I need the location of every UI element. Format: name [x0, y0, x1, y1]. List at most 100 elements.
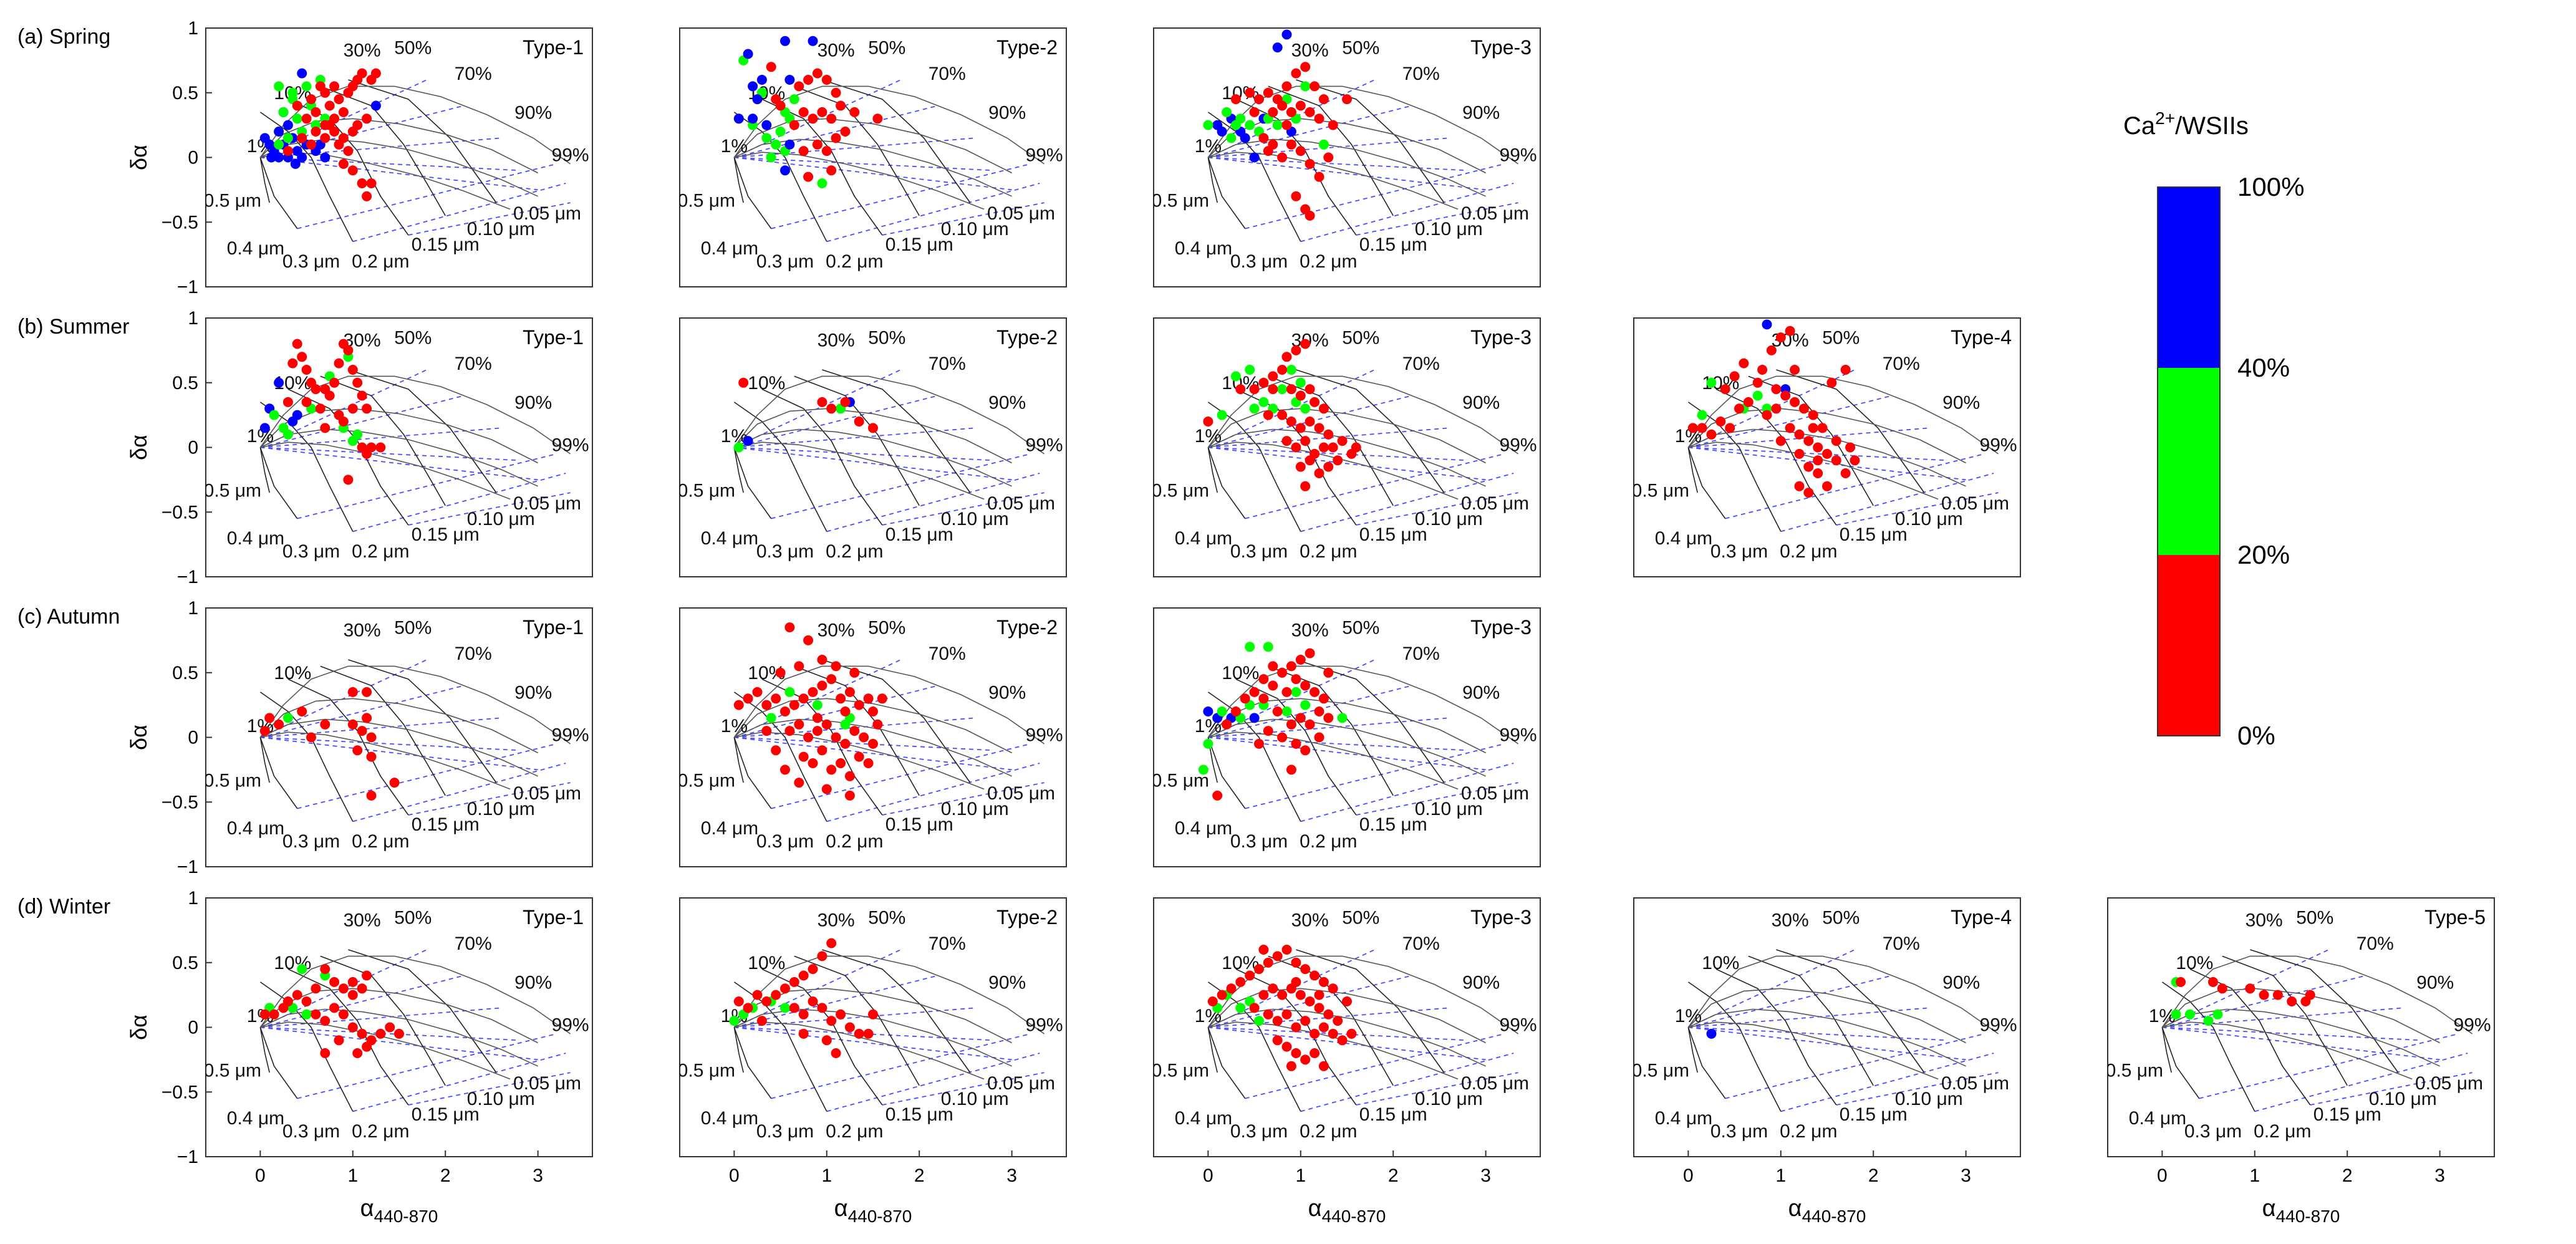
fine-fraction-curve [734, 441, 985, 500]
data-point [817, 1003, 827, 1013]
radius-label: 0.2 μm [1780, 1121, 1837, 1142]
data-point [1254, 738, 1264, 749]
colorbar-tick-label: 0% [2237, 721, 2275, 750]
fine-fraction-label: 99% [1500, 145, 1537, 166]
data-point [1272, 42, 1283, 53]
radius-dashed-line [1688, 1026, 1966, 1061]
fine-fraction-label: 70% [1883, 933, 1920, 954]
data-point [766, 152, 776, 163]
fine-fraction-label: 90% [514, 102, 552, 123]
x-axis-label-sub: 440-870 [848, 1207, 912, 1226]
radius-label: 0.3 μm [1230, 541, 1288, 562]
data-point [1790, 365, 1800, 375]
data-point [362, 403, 372, 414]
data-point [1305, 719, 1315, 730]
fine-fraction-label: 10% [748, 953, 785, 973]
data-point [748, 81, 758, 92]
data-point [301, 365, 312, 375]
data-point [1295, 713, 1306, 723]
x-tick-label: 2 [1868, 1165, 1879, 1186]
data-point [1314, 113, 1324, 124]
fine-fraction-label: 90% [1462, 392, 1500, 413]
radius-label: 0.10 μm [1415, 1089, 1483, 1109]
data-point [784, 687, 795, 697]
data-point [789, 120, 799, 130]
data-point [266, 152, 277, 163]
x-tick-label: 2 [440, 1165, 451, 1186]
data-point [1318, 403, 1329, 414]
data-point [1323, 461, 1334, 472]
data-point [1305, 107, 1315, 117]
data-point [2245, 983, 2255, 994]
data-point [324, 100, 335, 111]
radius-curve [2161, 1027, 2172, 1073]
panel-type-label: Type-1 [523, 616, 584, 639]
radius-dashed-line [1688, 395, 1893, 448]
data-point [831, 732, 841, 743]
data-point [1333, 455, 1343, 466]
data-point [352, 120, 363, 130]
data-point [780, 764, 790, 775]
fine-fraction-label: 70% [1883, 354, 1920, 374]
radius-curve [1207, 447, 1218, 493]
data-point [780, 165, 790, 176]
data-point [863, 693, 874, 704]
data-point [1771, 403, 1782, 414]
data-point [274, 81, 284, 92]
radius-label: 0.5 μm [204, 480, 261, 501]
data-point [1291, 442, 1301, 453]
data-point [1268, 661, 1278, 672]
radius-label: 0.10 μm [1415, 509, 1483, 529]
radius-label: 0.10 μm [1415, 799, 1483, 819]
data-point [311, 107, 321, 117]
data-point [1850, 455, 1860, 466]
data-point [798, 751, 809, 762]
radius-label: 0.15 μm [1359, 814, 1427, 835]
data-point [775, 127, 786, 137]
fine-fraction-label: 30% [344, 620, 381, 641]
data-point [752, 990, 763, 1000]
radius-dashed-line [1208, 659, 1375, 738]
fine-fraction-label: 90% [988, 392, 1026, 413]
fine-fraction-curve [259, 375, 571, 455]
radius-label: 0.4 μm [227, 818, 284, 839]
fine-fraction-label: 90% [2416, 972, 2454, 993]
data-point [1803, 461, 1814, 472]
data-point [1323, 667, 1334, 678]
fine-fraction-label: 50% [394, 618, 432, 639]
data-point [362, 113, 372, 124]
data-point [1687, 423, 1698, 433]
radius-curve [1776, 949, 1925, 1073]
fine-fraction-label: 99% [1980, 1015, 2017, 1036]
data-point [803, 75, 814, 85]
radius-curve [822, 369, 971, 493]
data-point [821, 75, 832, 85]
data-point [357, 178, 367, 188]
data-point [1300, 481, 1311, 491]
data-point [1762, 319, 1772, 330]
radius-label: 0.4 μm [701, 528, 758, 549]
data-point [840, 397, 851, 407]
data-point [357, 390, 367, 401]
x-axis-label-sub: 440-870 [1802, 1207, 1866, 1226]
data-point [1272, 951, 1283, 962]
data-point [1310, 81, 1320, 92]
radius-curve [1207, 1027, 1218, 1073]
radius-label: 0.10 μm [467, 219, 535, 239]
data-point [1790, 397, 1800, 407]
row-label: (d) Winter [17, 895, 110, 919]
radius-curve [259, 112, 354, 242]
data-point [1752, 390, 1763, 401]
y-axis-label: δα [126, 145, 152, 170]
data-point [1281, 81, 1292, 92]
data-point [1310, 1048, 1320, 1058]
radius-dashed-line [1208, 1026, 1486, 1061]
data-point [2203, 1016, 2214, 1026]
fine-fraction-label: 70% [929, 644, 966, 664]
fine-fraction-label: 1% [1195, 136, 1222, 157]
fine-fraction-label: 10% [748, 373, 785, 393]
data-point [766, 62, 776, 72]
data-point [1263, 726, 1273, 736]
